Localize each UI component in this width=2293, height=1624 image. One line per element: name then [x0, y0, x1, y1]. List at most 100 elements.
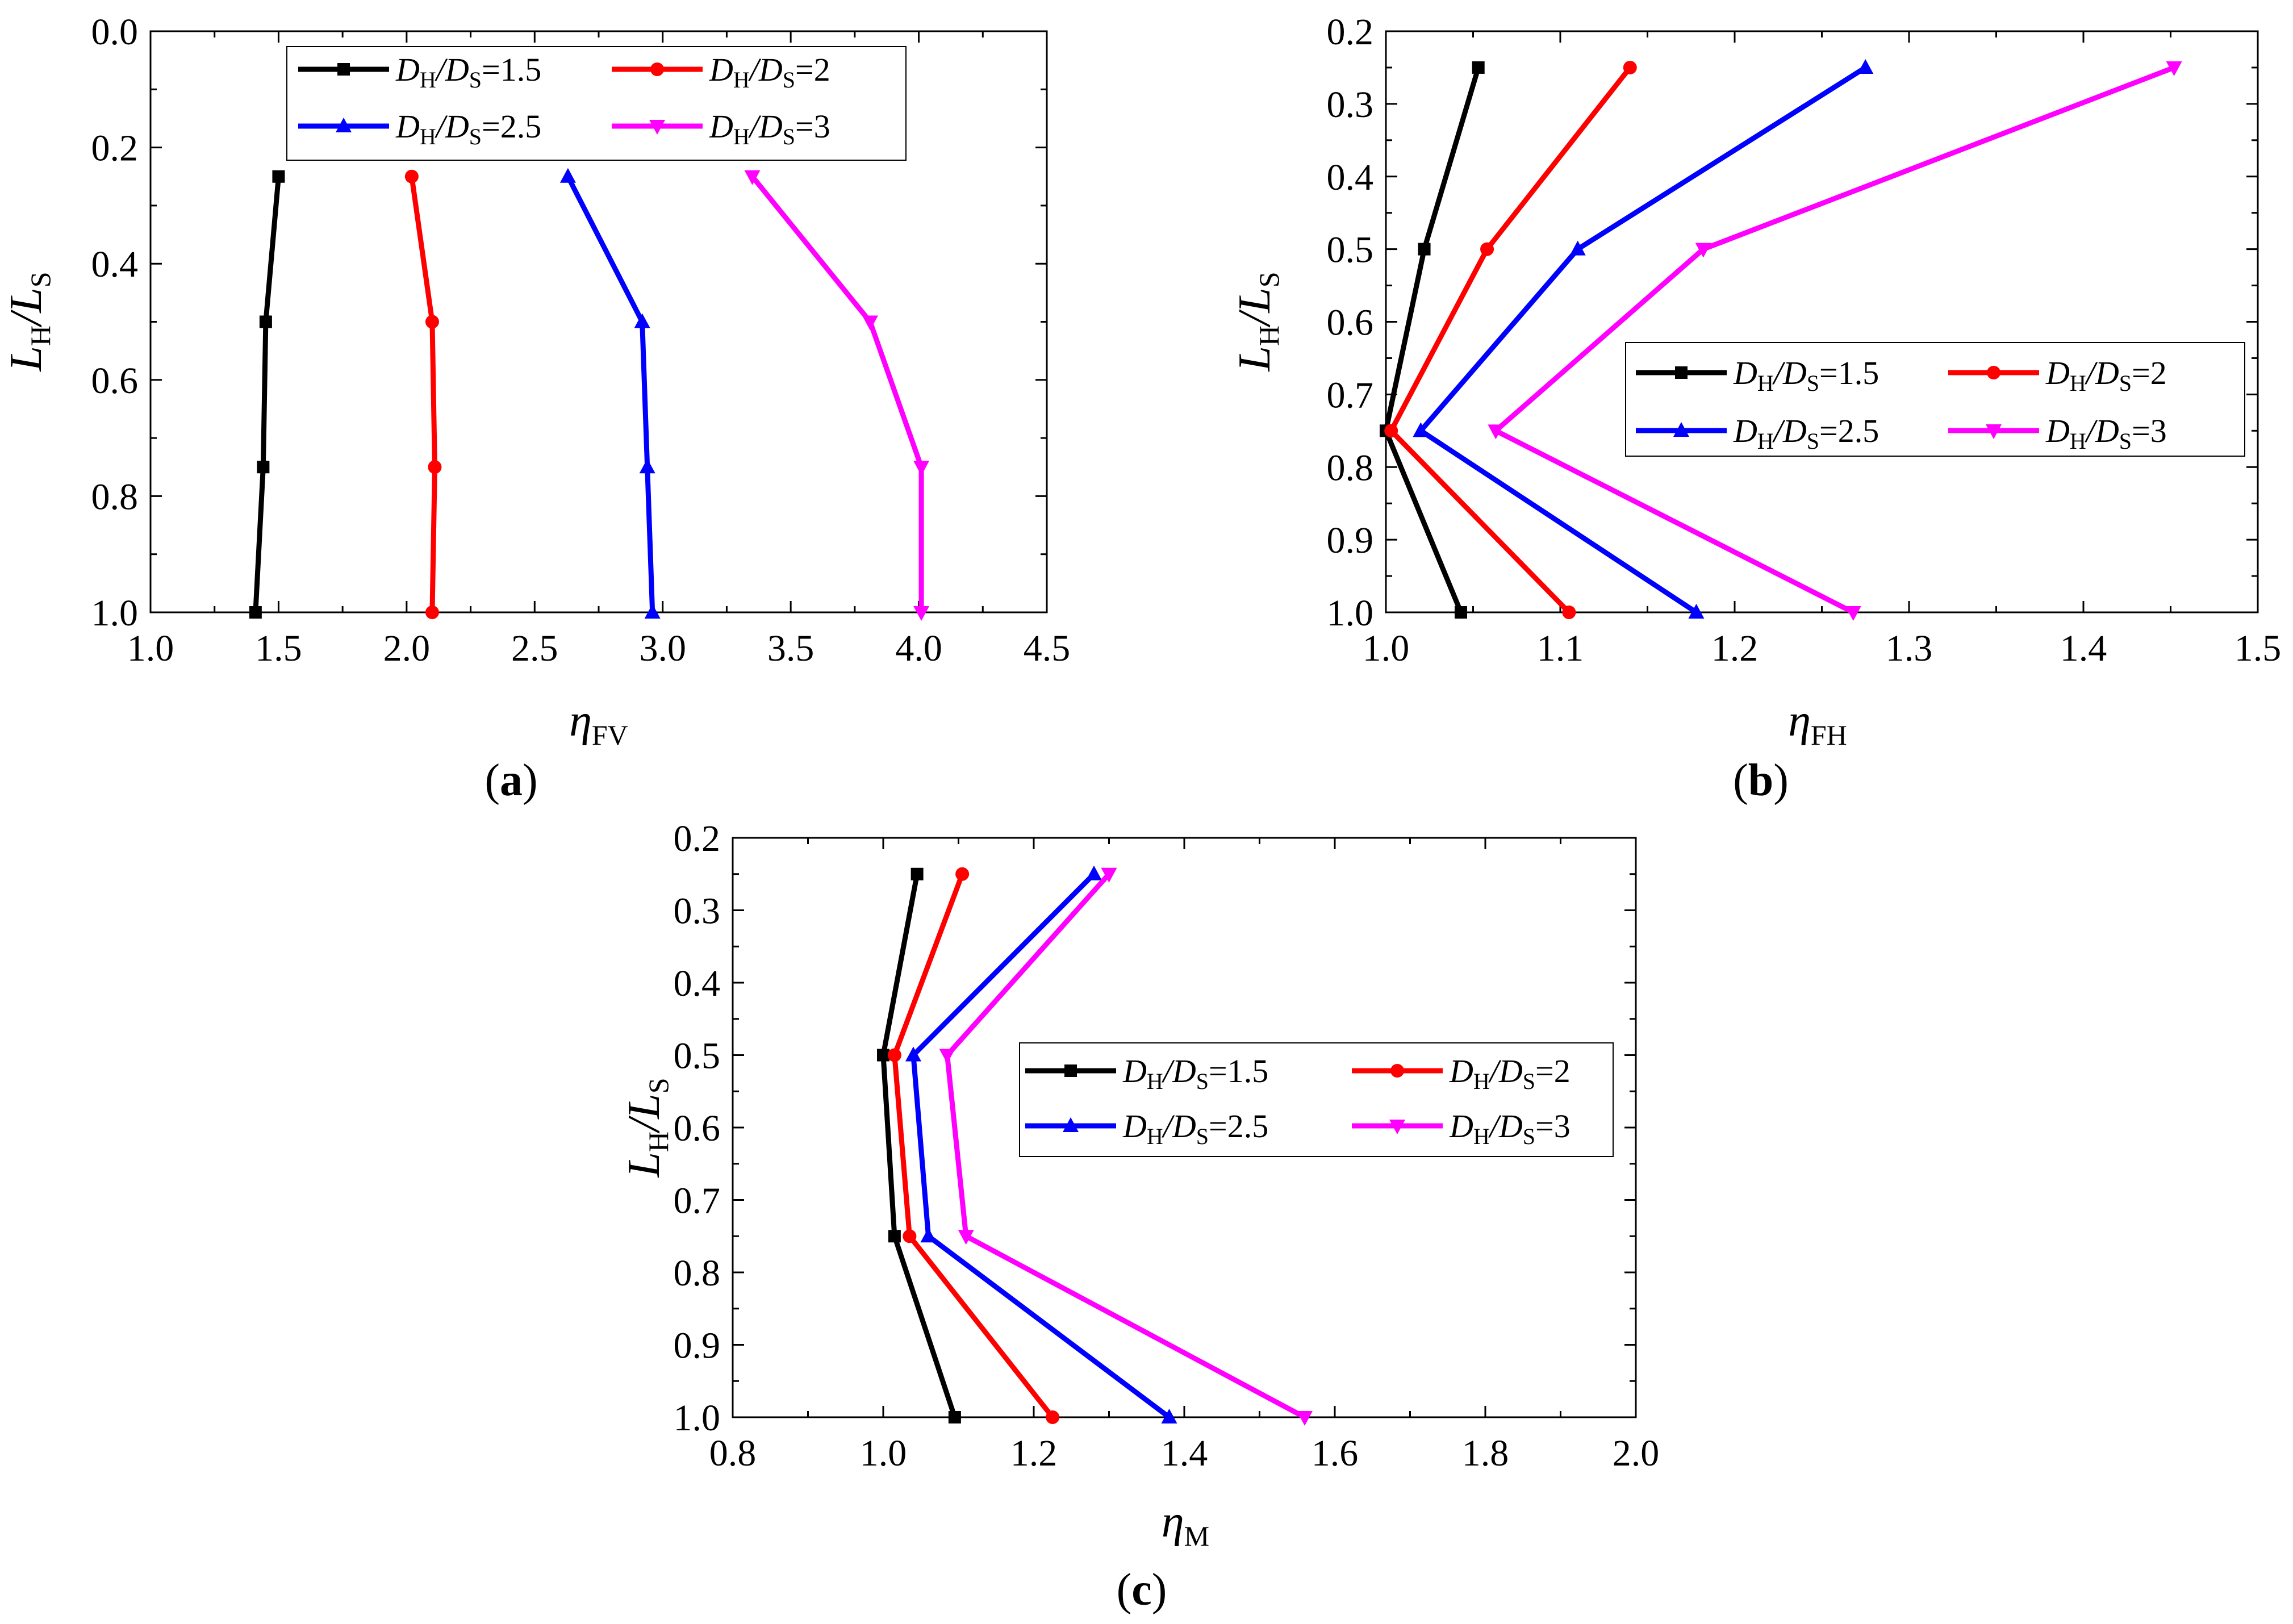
legend-marker — [1986, 424, 2002, 439]
panel-label: (b) — [1733, 755, 1789, 805]
x-tick-label: 2.0 — [383, 628, 431, 669]
legend-label: DH/DS=3 — [2045, 412, 2167, 454]
data-point — [862, 315, 878, 331]
y-tick-label: 0.5 — [1327, 229, 1374, 271]
data-point — [888, 1230, 901, 1243]
y-tick-label: 0.2 — [91, 128, 139, 169]
y-tick-label: 0.8 — [1327, 447, 1374, 489]
data-point — [644, 604, 661, 619]
data-point — [905, 1046, 921, 1062]
legend: DH/DS=1.5 DH/DS=2DH/DS=2.5 DH/DS=3 — [1019, 1042, 1614, 1157]
legend-value: =3 — [2132, 412, 2167, 449]
legend-slash-d: /D — [2085, 412, 2119, 449]
data-point — [425, 606, 439, 619]
legend-slash-d: /D — [435, 108, 469, 145]
legend-sub-s: S — [783, 124, 795, 149]
x-title-sub: FH — [1811, 719, 1847, 751]
y-tick-label: 0.8 — [674, 1253, 721, 1294]
x-tick-label: 4.5 — [1024, 628, 1071, 669]
y-tick-label: 0.6 — [1327, 302, 1374, 344]
x-title-symbol: η — [1788, 696, 1811, 746]
legend-slash-d: /D — [1772, 412, 1807, 449]
legend-sub-h: H — [1147, 1124, 1163, 1149]
x-tick-label: 2.5 — [511, 628, 558, 669]
panel-letter: b — [1748, 755, 1774, 805]
data-point — [639, 458, 655, 474]
y-tick-label: 0.0 — [91, 11, 139, 53]
data-point — [1101, 867, 1117, 883]
series-line-1.5 — [880, 873, 958, 1418]
series-line-3 — [1493, 65, 2175, 615]
legend-sub-h: H — [420, 124, 436, 149]
y-tick-label: 0.2 — [1327, 11, 1374, 53]
legend-sub-h: H — [1147, 1068, 1163, 1094]
x-tick-label: 1.8 — [1462, 1433, 1509, 1474]
legend-marker — [1063, 1117, 1079, 1132]
legend-d: D — [1449, 1053, 1473, 1089]
data-point — [958, 1230, 974, 1245]
data-point — [1418, 243, 1431, 256]
series-line-2.5 — [910, 872, 1171, 1420]
legend-label: DH/DS=2 — [2045, 354, 2167, 396]
x-tick-label: 1.5 — [2234, 628, 2282, 669]
y-title-slash-l: /L — [619, 1093, 669, 1134]
y-title-l: L — [1230, 346, 1280, 372]
legend-slash-d: /D — [748, 51, 783, 88]
x-tick-label: 1.6 — [1312, 1433, 1359, 1474]
x-tick-label: 1.3 — [1886, 628, 1933, 669]
data-point — [249, 606, 262, 619]
legend-d: D — [1122, 1053, 1147, 1089]
y-tick-label: 0.3 — [1327, 84, 1374, 126]
legend-sub-h: H — [1757, 428, 1774, 454]
panel-label: (a) — [485, 755, 537, 805]
series-line-2 — [1388, 66, 1632, 615]
legend-label: DH/DS=2 — [1449, 1053, 1571, 1094]
x-tick-label: 1.0 — [1363, 628, 1410, 669]
legend-label: DH/DS=1.5 — [395, 51, 541, 93]
legend-marker — [336, 118, 352, 132]
legend-marker — [1389, 1120, 1405, 1134]
series-3 — [939, 867, 1313, 1426]
x-axis-title: ηFV — [569, 696, 628, 751]
x-title-sub: FV — [592, 719, 628, 751]
series-3 — [1488, 61, 2182, 621]
series-1.5 — [249, 170, 285, 619]
legend-d: D — [2045, 412, 2070, 449]
legend-sub-s: S — [1807, 428, 1819, 454]
legend-label: DH/DS=1.5 — [1122, 1053, 1268, 1094]
legend-sub-s: S — [2119, 370, 2132, 396]
legend-value: =2 — [1535, 1053, 1571, 1089]
x-title-symbol: η — [569, 696, 592, 746]
legend-value: =2.5 — [482, 108, 541, 145]
legend-marker — [1987, 366, 2000, 379]
legend-d: D — [1122, 1108, 1147, 1145]
legend-sub-s: S — [1523, 1068, 1535, 1094]
panel-letter: c — [1131, 1565, 1152, 1615]
y-tick-label: 0.2 — [674, 818, 721, 859]
legend-marker — [649, 120, 665, 135]
data-point — [428, 460, 442, 474]
y-tick-label: 0.4 — [1327, 157, 1374, 198]
legend-box — [1625, 342, 2245, 457]
legend-d: D — [2045, 354, 2070, 391]
panel-paren-open: ( — [1733, 755, 1748, 805]
series-line-2.5 — [565, 175, 655, 613]
data-point — [903, 1229, 917, 1243]
data-point — [1695, 243, 1711, 258]
x-tick-label: 1.4 — [1161, 1433, 1208, 1474]
y-tick-label: 1.0 — [1327, 592, 1374, 634]
data-point — [887, 1048, 901, 1062]
legend-label: DH/DS=2 — [709, 51, 830, 93]
legend-sub-h: H — [1473, 1124, 1490, 1149]
y-title-slash-l: /L — [1230, 287, 1280, 328]
data-point — [2166, 61, 2182, 76]
panel-paren-open: ( — [1117, 1565, 1132, 1615]
y-tick-label: 1.0 — [91, 592, 139, 634]
data-point — [272, 170, 285, 183]
y-title-sub-h: H — [1253, 325, 1285, 346]
x-tick-label: 1.0 — [860, 1433, 907, 1474]
y-title-l: L — [1, 346, 51, 372]
y-title-sub-s: S — [1253, 272, 1285, 287]
series-2.5 — [559, 168, 661, 619]
